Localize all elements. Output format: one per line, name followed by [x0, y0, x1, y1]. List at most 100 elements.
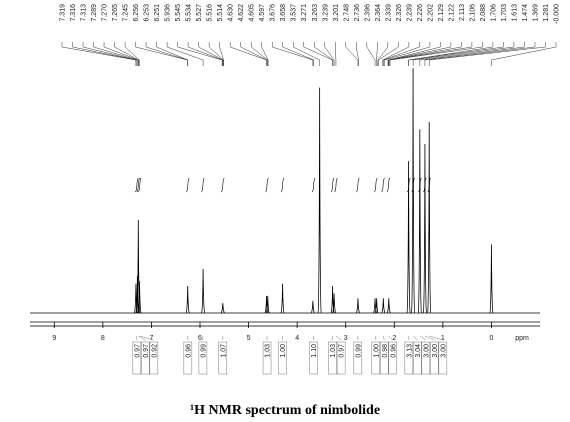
- peak-label: 2.748: [343, 4, 350, 22]
- integral-curve: [374, 177, 378, 193]
- peak-connector: [324, 42, 335, 66]
- integral-bracket: [424, 335, 435, 341]
- peak-label: 2.339: [385, 4, 392, 22]
- peak-connector: [135, 42, 188, 66]
- integral-bracket: [138, 335, 146, 341]
- peak-connector: [389, 42, 483, 66]
- integral-curve: [381, 177, 385, 193]
- peak: [280, 283, 285, 314]
- peak-label: 5.514: [217, 4, 224, 22]
- peak-label: 7.270: [102, 4, 109, 22]
- peak-label: 4.597: [259, 4, 266, 22]
- peak-connector: [388, 42, 473, 66]
- integral-curve: [280, 177, 285, 193]
- peak-label: 4.630: [228, 4, 235, 22]
- integral-box: [353, 341, 363, 375]
- x-tick-label: 7: [149, 335, 153, 342]
- integral-label: 0.92: [151, 344, 158, 358]
- peak-connector: [72, 42, 137, 66]
- peak-label: 3.263: [312, 4, 319, 22]
- peak-label: 6.256: [133, 4, 140, 22]
- peak-label: 2.239: [406, 4, 413, 22]
- peak-label: 3.658: [280, 4, 287, 22]
- integral-label: 1.07: [220, 344, 227, 358]
- x-unit: ppm: [515, 335, 529, 342]
- peak: [411, 67, 416, 314]
- integral-curve: [265, 177, 269, 193]
- peak-label: 1.474: [522, 4, 529, 22]
- peak: [381, 298, 386, 314]
- integral-label: 1.03: [265, 344, 272, 358]
- peak-connector: [250, 42, 269, 66]
- peak-label: 4.622: [238, 4, 245, 22]
- peak-connector: [187, 42, 223, 66]
- x-tick-label: 1: [441, 335, 445, 342]
- integral-box: [132, 341, 142, 375]
- peak-label: 1.706: [490, 4, 497, 22]
- integral-curve: [330, 177, 335, 193]
- peak-connector: [303, 42, 333, 66]
- peak-label: 2.129: [438, 4, 445, 22]
- peak-label: 2.396: [364, 4, 371, 22]
- integral-label: 1.03: [330, 344, 337, 358]
- peak-connector: [384, 42, 431, 66]
- peak-label: 2.326: [396, 4, 403, 22]
- peak: [264, 295, 269, 314]
- peak-connector: [491, 42, 557, 66]
- peak-label: 3.676: [270, 4, 277, 22]
- peak-label: 4.605: [249, 4, 256, 22]
- peak-label: 7.319: [60, 4, 67, 22]
- peak-label: 7.289: [91, 4, 98, 22]
- peak: [489, 244, 494, 314]
- x-tick-label: 8: [101, 335, 105, 342]
- x-tick-label: 3: [344, 335, 348, 342]
- integral-label: 0.97: [143, 344, 150, 358]
- integral-label: 1.00: [373, 344, 380, 358]
- peak: [406, 161, 411, 314]
- x-tick-label: 4: [295, 335, 299, 342]
- integral-box: [371, 341, 381, 375]
- peak: [317, 87, 322, 314]
- peak-label: 1.613: [511, 4, 518, 22]
- peak-label: 2.106: [469, 4, 476, 22]
- peak-connector: [345, 42, 359, 66]
- integral-curve: [334, 177, 338, 193]
- peak-label: 7.313: [81, 4, 88, 22]
- integral-box: [380, 341, 389, 375]
- peak-connector: [93, 42, 138, 66]
- integral-bracket: [413, 335, 418, 341]
- peak-connector: [388, 42, 462, 66]
- peak-connector: [114, 42, 139, 66]
- integral-curve: [423, 177, 427, 193]
- peak-connector: [419, 42, 525, 66]
- peak: [374, 298, 379, 314]
- integral-label: 3.13: [406, 344, 413, 358]
- peak-label: 2.122: [448, 4, 455, 22]
- peak-label: 3.271: [301, 4, 308, 22]
- integral-box: [421, 341, 431, 375]
- peak-label: 3.537: [291, 4, 298, 22]
- peak-connector: [292, 42, 320, 66]
- integral-curve: [356, 177, 360, 193]
- peak-label: 1.281: [543, 4, 550, 22]
- peak-connector: [314, 42, 334, 66]
- integral-curve: [201, 177, 205, 193]
- peak-connector: [378, 42, 399, 66]
- integral-label: 0.99: [200, 344, 207, 358]
- x-tick-label: 0: [489, 335, 493, 342]
- peak: [220, 303, 225, 314]
- peak-label: 7.316: [70, 4, 77, 22]
- peak: [422, 143, 427, 314]
- peak-connector: [377, 42, 389, 66]
- integral-label: 3.04: [415, 344, 422, 358]
- integral-label: 3.00: [440, 344, 447, 358]
- peak-label: 7.265: [112, 4, 119, 22]
- peak-connector: [428, 42, 546, 66]
- peak-label: 7.245: [123, 4, 130, 22]
- peak: [386, 298, 391, 314]
- integral-bracket: [335, 335, 342, 341]
- peak-connector: [166, 42, 204, 66]
- integral-box: [183, 341, 193, 375]
- integral-curve: [136, 177, 141, 193]
- peak-connector: [412, 42, 515, 66]
